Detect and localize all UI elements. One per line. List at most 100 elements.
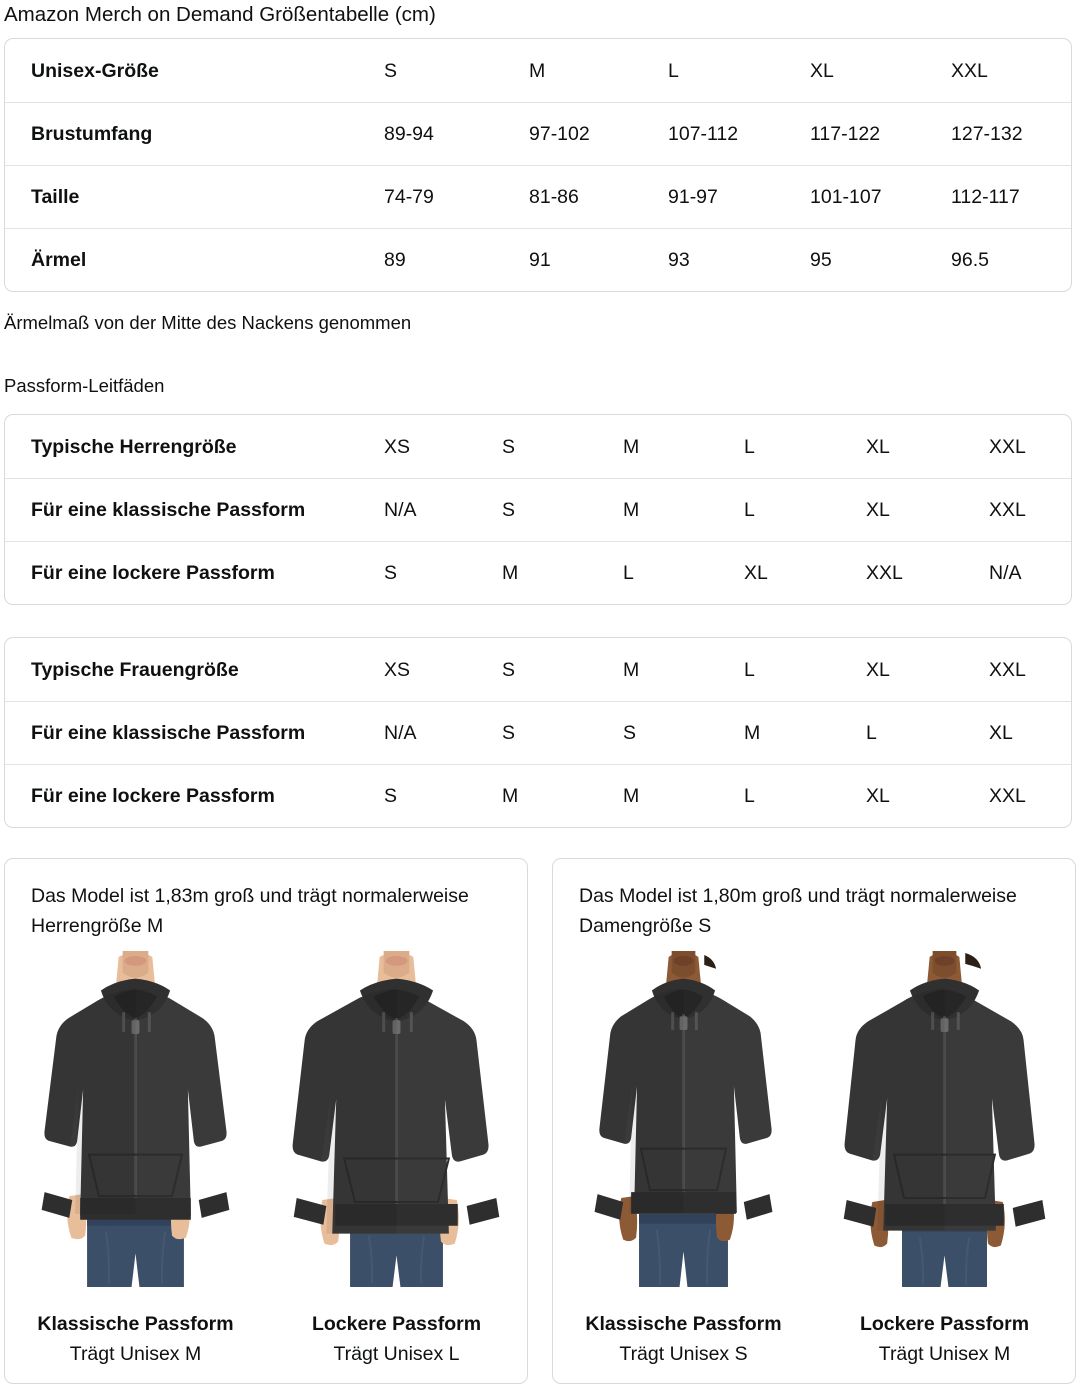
model-caption: Lockere Passform Trägt Unisex M (814, 1309, 1075, 1369)
table-row: Für eine klassische Passform N/A S S M L… (5, 701, 1071, 764)
cell-value: XL (866, 658, 890, 681)
cell-value: L (866, 722, 877, 744)
cell-value: XL (866, 435, 890, 458)
cell-value: M (502, 562, 519, 584)
fit-wears: Trägt Unisex S (619, 1343, 748, 1365)
model-caption: Klassische Passform Trägt Unisex S (553, 1309, 814, 1369)
fit-wears: Trägt Unisex L (333, 1343, 460, 1365)
cell-value: L (744, 658, 755, 681)
cell-value: M (623, 658, 640, 681)
fit-wears: Trägt Unisex M (878, 1343, 1011, 1365)
men-model-images (5, 951, 527, 1287)
cell-value: M (623, 435, 640, 458)
cell-value: 89 (384, 249, 406, 271)
cell-value: XXL (989, 435, 1026, 458)
fit-guides-heading: Passform-Leitfäden (4, 375, 165, 396)
cell-value: L (668, 59, 679, 82)
women-model-images (553, 951, 1075, 1287)
cell-value: N/A (989, 562, 1022, 584)
cell-value: XS (384, 658, 411, 681)
cell-value: 112-117 (951, 186, 1020, 208)
cell-value: S (502, 435, 516, 458)
table-row: Brustumfang 89-94 97-102 107-112 117-122… (5, 102, 1071, 165)
cell-value: XXL (989, 658, 1026, 681)
cell-value: N/A (384, 499, 417, 521)
table-row: Für eine lockere Passform S M M L XL XXL (5, 764, 1071, 827)
cell-value: L (623, 562, 634, 584)
table-row: Für eine klassische Passform N/A S M L X… (5, 478, 1071, 541)
cell-value: XXL (989, 785, 1026, 807)
cell-value: 81-86 (529, 186, 579, 208)
female-model-relaxed-fit-hoodie-icon (843, 951, 1046, 1287)
men-model-card: Das Model ist 1,83m groß und trägt norma… (4, 858, 528, 1384)
men-model-captions: Klassische Passform Trägt Unisex M Locke… (5, 1309, 527, 1369)
cell-value: S (384, 785, 398, 807)
cell-value: XL (810, 59, 834, 82)
men-fit-guide-table: Typische Herrengröße XS S M L XL XXL Für… (4, 414, 1072, 605)
row-label: Für eine klassische Passform (31, 722, 306, 744)
cell-value: XXL (866, 562, 903, 584)
model-caption: Klassische Passform Trägt Unisex M (5, 1309, 266, 1369)
cell-value: 74-79 (384, 186, 434, 208)
model-figure-slot (814, 951, 1075, 1287)
cell-value: 97-102 (529, 123, 590, 145)
row-label: Taille (31, 186, 80, 208)
fit-wears: Trägt Unisex M (69, 1343, 202, 1365)
male-model-relaxed-fit-hoodie-icon (292, 951, 500, 1287)
cell-value: M (502, 785, 519, 807)
fit-title: Lockere Passform (311, 1313, 482, 1335)
male-model-classic-fit-hoodie-icon (41, 951, 230, 1287)
cell-value: 117-122 (810, 123, 881, 145)
model-figure-slot (5, 951, 266, 1287)
cell-value: L (744, 785, 755, 807)
cell-value: S (623, 722, 637, 744)
cell-value: 89-94 (384, 123, 434, 145)
cell-value: M (623, 785, 640, 807)
women-model-description: Das Model ist 1,80m groß und trägt norma… (579, 885, 1017, 937)
cell-value: S (384, 59, 398, 82)
cell-value: M (744, 722, 761, 744)
cell-value: 101-107 (810, 186, 882, 208)
cell-value: 127-132 (951, 123, 1023, 145)
unisex-size-table: Unisex-Größe S M L XL XXL Brustumfang 89… (4, 38, 1072, 292)
row-label: Brustumfang (31, 123, 153, 145)
row-label: Ärmel (31, 249, 87, 271)
cell-value: XL (866, 499, 890, 521)
table-row: Typische Herrengröße XS S M L XL XXL (5, 415, 1071, 478)
cell-value: XXL (989, 499, 1026, 521)
cell-value: L (744, 499, 755, 521)
table-row: Typische Frauengröße XS S M L XL XXL (5, 638, 1071, 701)
cell-value: M (529, 59, 546, 82)
cell-value: M (623, 499, 640, 521)
cell-value: S (502, 722, 516, 744)
cell-value: S (384, 562, 398, 584)
row-label: Unisex-Größe (31, 59, 159, 82)
cell-value: L (744, 435, 755, 458)
row-label: Für eine klassische Passform (31, 499, 306, 521)
cell-value: 93 (668, 249, 690, 271)
cell-value: S (502, 499, 516, 521)
cell-value: 91-97 (668, 186, 718, 208)
row-label: Typische Frauengröße (31, 658, 239, 681)
cell-value: XL (989, 722, 1013, 744)
cell-value: S (502, 658, 516, 681)
cell-value: 107-112 (668, 123, 739, 145)
women-model-card: Das Model ist 1,80m groß und trägt norma… (552, 858, 1076, 1384)
row-label: Typische Herrengröße (31, 435, 237, 458)
cell-value: XL (744, 562, 768, 584)
cell-value: XXL (951, 59, 988, 82)
table-row: Taille 74-79 81-86 91-97 101-107 112-117 (5, 165, 1071, 228)
women-model-captions: Klassische Passform Trägt Unisex S Locke… (553, 1309, 1075, 1369)
table-row: Ärmel 89 91 93 95 96.5 (5, 228, 1071, 291)
cell-value: N/A (384, 722, 417, 744)
fit-title: Klassische Passform (585, 1313, 782, 1335)
model-figure-slot (266, 951, 527, 1287)
cell-value: XS (384, 435, 411, 458)
cell-value: 95 (810, 249, 832, 271)
fit-title: Lockere Passform (859, 1313, 1030, 1335)
men-model-description: Das Model ist 1,83m groß und trägt norma… (31, 885, 469, 937)
table-row: Für eine lockere Passform S M L XL XXL N… (5, 541, 1071, 604)
women-fit-guide-table: Typische Frauengröße XS S M L XL XXL Für… (4, 637, 1072, 828)
cell-value: XL (866, 785, 890, 807)
